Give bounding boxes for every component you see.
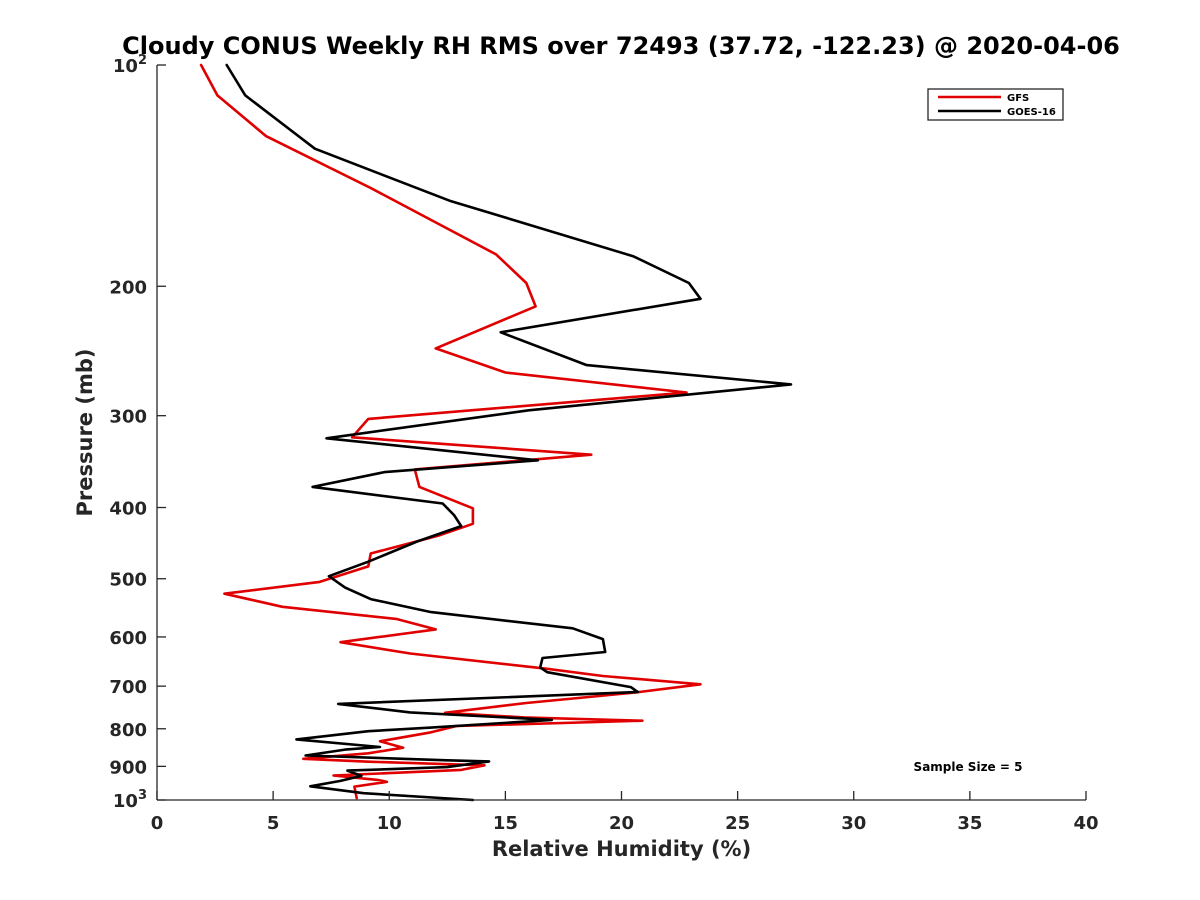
y-tick-exponent: 3 — [138, 788, 147, 803]
series-lines — [199, 63, 793, 802]
y-tick-label: 600 — [109, 628, 147, 649]
y-tick-label: 200 — [109, 277, 147, 298]
y-tick-label: 300 — [109, 407, 147, 428]
x-tick-label: 35 — [957, 813, 982, 834]
x-tick-label: 20 — [609, 813, 634, 834]
y-tick-base: 10 — [113, 56, 138, 77]
y-tick-base: 10 — [113, 791, 138, 812]
x-tick-label: 5 — [267, 813, 280, 834]
y-tick-label: 400 — [109, 499, 147, 520]
x-tick-label: 30 — [841, 813, 866, 834]
y-tick-label: 102 — [113, 53, 147, 77]
y-tick-label: 900 — [109, 757, 147, 778]
x-tick-label: 10 — [377, 813, 402, 834]
legend: GFS GOES-16 — [927, 88, 1064, 121]
sample-size-annotation: Sample Size = 5 — [914, 760, 1023, 774]
x-axis-label: Relative Humidity (%) — [492, 837, 751, 861]
x-tick-label: 0 — [151, 813, 164, 834]
y-tick-label: 800 — [109, 720, 147, 741]
series-line-goes-16 — [225, 63, 793, 802]
x-axis-ticks: 0 5 10 15 20 25 30 35 40 — [151, 791, 1099, 834]
y-tick-exponent: 2 — [138, 53, 147, 68]
y-tick-label: 500 — [109, 570, 147, 591]
legend-box — [927, 88, 1064, 121]
chart-title: Cloudy CONUS Weekly RH RMS over 72493 (3… — [122, 32, 1120, 60]
series-line-gfs — [199, 63, 702, 800]
y-axis-label: Pressure (mb) — [73, 349, 97, 517]
legend-label: GFS — [1007, 93, 1029, 104]
legend-label: GOES-16 — [1007, 107, 1056, 118]
x-tick-label: 40 — [1073, 813, 1098, 834]
y-tick-label: 103 — [113, 788, 147, 812]
x-tick-label: 25 — [725, 813, 750, 834]
x-tick-label: 15 — [493, 813, 518, 834]
y-tick-label: 700 — [109, 677, 147, 698]
plot-area — [157, 65, 1086, 800]
